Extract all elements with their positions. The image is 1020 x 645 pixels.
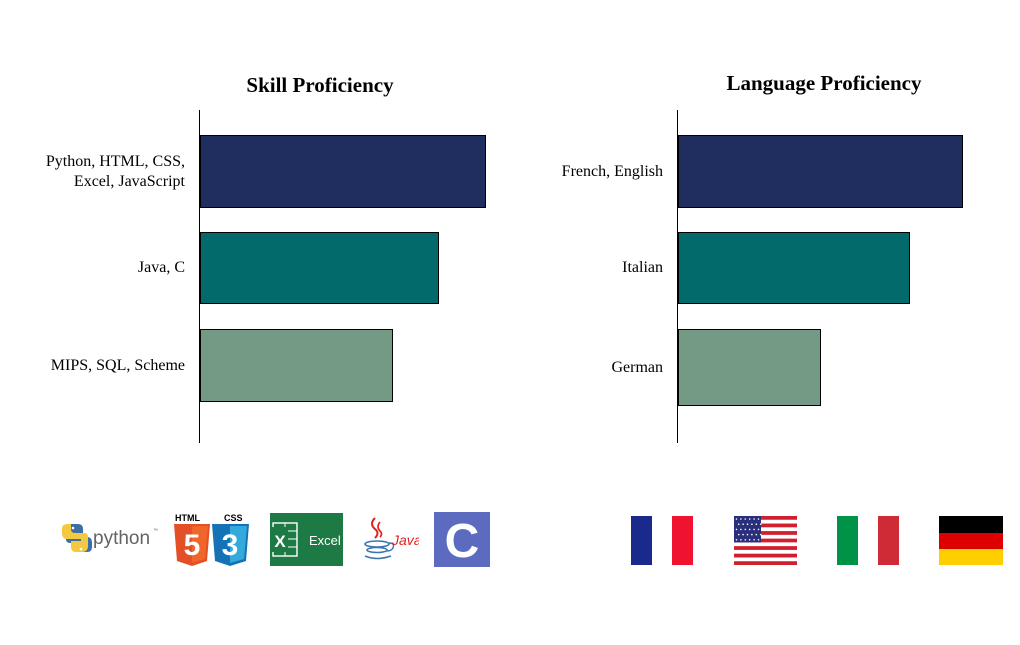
france-flag xyxy=(631,516,693,565)
c-logo-text: C xyxy=(445,515,480,567)
python-logo: python ™ xyxy=(62,520,162,556)
germany-flag xyxy=(939,516,1003,565)
svg-text:5: 5 xyxy=(184,529,201,562)
category-label: MIPS, SQL, Scheme xyxy=(50,356,185,374)
svg-text:X: X xyxy=(274,532,286,551)
excel-logo: X Excel xyxy=(270,513,343,566)
excel-logo-text: Excel xyxy=(309,533,341,548)
html-logo-text: HTML xyxy=(175,513,200,523)
category-label: French, English xyxy=(561,162,663,180)
html5-css3-logo: HTML CSS 5 3 xyxy=(172,511,252,568)
java-logo-text: Java xyxy=(391,532,419,548)
category-label: Java, C xyxy=(137,259,185,276)
category-label: Python, HTML, CSS, Excel, JavaScript xyxy=(45,152,185,190)
bar-0 xyxy=(678,135,963,208)
bar-1 xyxy=(200,232,439,304)
java-logo: Java xyxy=(361,514,422,566)
bar-1 xyxy=(678,232,910,304)
category-label: Italian xyxy=(622,259,663,276)
chart-title: Skill Proficiency xyxy=(246,73,394,97)
bar-2 xyxy=(200,329,393,402)
chart-title: Language Proficiency xyxy=(726,71,922,95)
y-axis-line xyxy=(677,110,678,443)
svg-text:™: ™ xyxy=(153,528,158,534)
css-logo-text: CSS xyxy=(224,513,243,523)
svg-text:3: 3 xyxy=(222,529,239,562)
y-axis-line xyxy=(199,110,200,443)
bar-0 xyxy=(200,135,486,208)
c-language-logo: C xyxy=(434,512,490,568)
italy-flag xyxy=(837,516,899,565)
python-logo-text: python xyxy=(93,528,150,549)
bar-2 xyxy=(678,329,821,406)
usa-flag xyxy=(734,516,797,566)
category-label: German xyxy=(611,358,663,376)
